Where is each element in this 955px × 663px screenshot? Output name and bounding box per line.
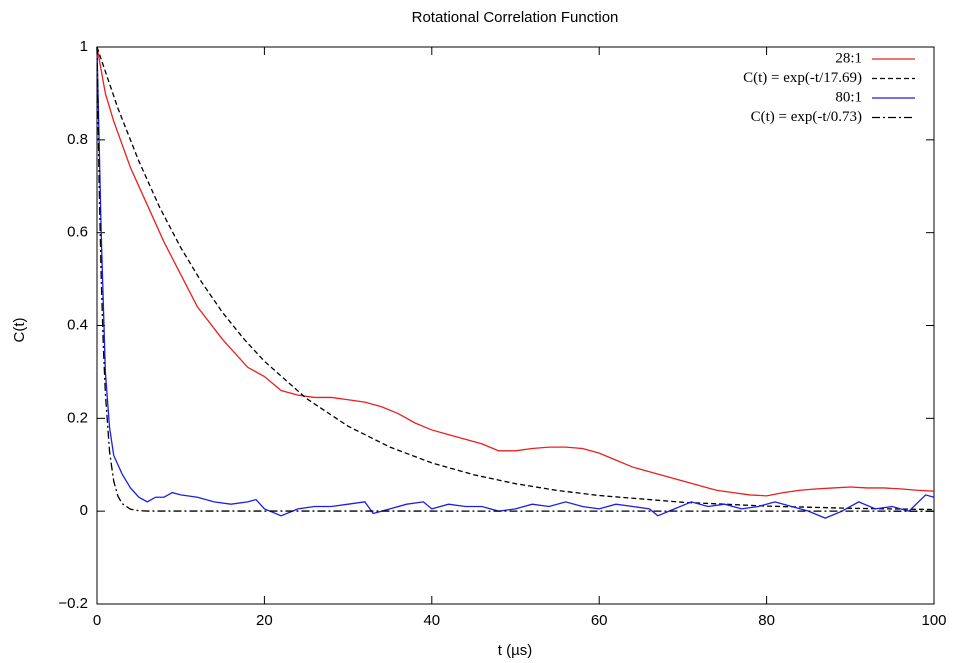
series-line [96, 46, 935, 497]
x-tick-label: 0 [93, 612, 101, 629]
x-axis-label: t (µs) [498, 642, 532, 659]
series-line [96, 46, 935, 512]
plot-frame [96, 46, 935, 605]
legend-label: 80:1 [835, 89, 862, 105]
x-tick-label: 100 [921, 612, 946, 629]
y-tick-label: 0.4 [67, 316, 88, 333]
x-tick-label: 60 [591, 612, 608, 629]
x-tick-label: 80 [758, 612, 775, 629]
y-tick-label: 0.6 [67, 224, 88, 241]
y-tick-label: 0 [80, 502, 88, 519]
legend-label: 28:1 [835, 50, 862, 66]
y-tick-label: 0.2 [67, 409, 88, 426]
legend-label: C(t) = exp(-t/17.69) [743, 70, 862, 86]
series-line [96, 46, 935, 519]
y-tick-label: −0.2 [58, 595, 88, 612]
chart-title: Rotational Correlation Function [412, 9, 619, 26]
y-axis-label: C(t) [11, 318, 28, 343]
y-tick-label: 0.8 [67, 131, 88, 148]
y-tick-label: 1 [80, 38, 88, 55]
series-line [96, 46, 935, 511]
legend-label: C(t) = exp(-t/0.73) [751, 109, 862, 125]
x-tick-label: 40 [423, 612, 440, 629]
x-tick-label: 20 [256, 612, 273, 629]
